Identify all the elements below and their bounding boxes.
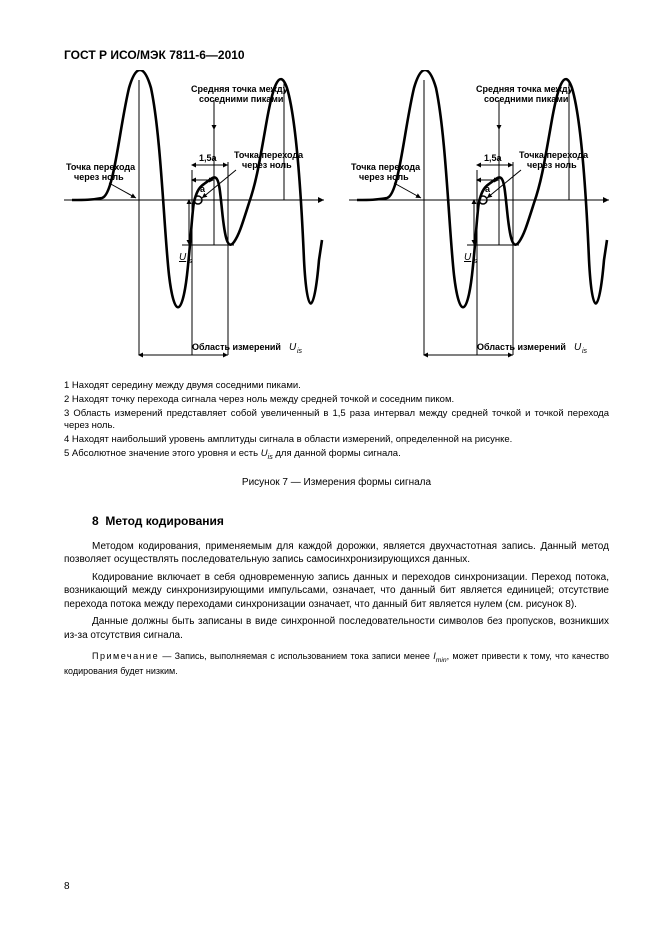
standard-header: ГОСТ Р ИСО/МЭК 7811-6—2010: [64, 48, 609, 62]
para-2: Кодирование включает в себя одновременну…: [64, 571, 609, 612]
note-label: Примечание: [92, 651, 159, 661]
page-number: 8: [64, 881, 70, 892]
figure-caption: Рисунок 7 — Измерения формы сигнала: [64, 477, 609, 488]
legend-item-1: 1 Находят середину между двумя соседними…: [64, 380, 609, 393]
para-1: Методом кодирования, применяемым для каж…: [64, 540, 609, 567]
para-3: Данные должны быть записаны в виде синхр…: [64, 615, 609, 642]
figure-7-diagrams: 1,5а а U is Точка перехода через ноль: [64, 70, 609, 370]
legend-item-3: 3 Область измерений представляет собой у…: [64, 408, 609, 434]
legend-item-5: 5 Абсолютное значение этого уровня и ест…: [64, 448, 609, 463]
note-block: Примечание — Запись, выполняемая с испол…: [64, 650, 609, 677]
legend-item-4: 4 Находят наибольший уровень амплитуды с…: [64, 434, 609, 447]
section-8-body: Методом кодирования, применяемым для каж…: [64, 540, 609, 643]
section-8-title: 8 Метод кодирования: [64, 514, 609, 528]
page-root: ГОСТ Р ИСО/МЭК 7811-6—2010: [0, 0, 661, 936]
legend-item-2: 2 Находят точку перехода сигнала через н…: [64, 394, 609, 407]
figure-legend: 1 Находят середину между двумя соседними…: [64, 380, 609, 463]
